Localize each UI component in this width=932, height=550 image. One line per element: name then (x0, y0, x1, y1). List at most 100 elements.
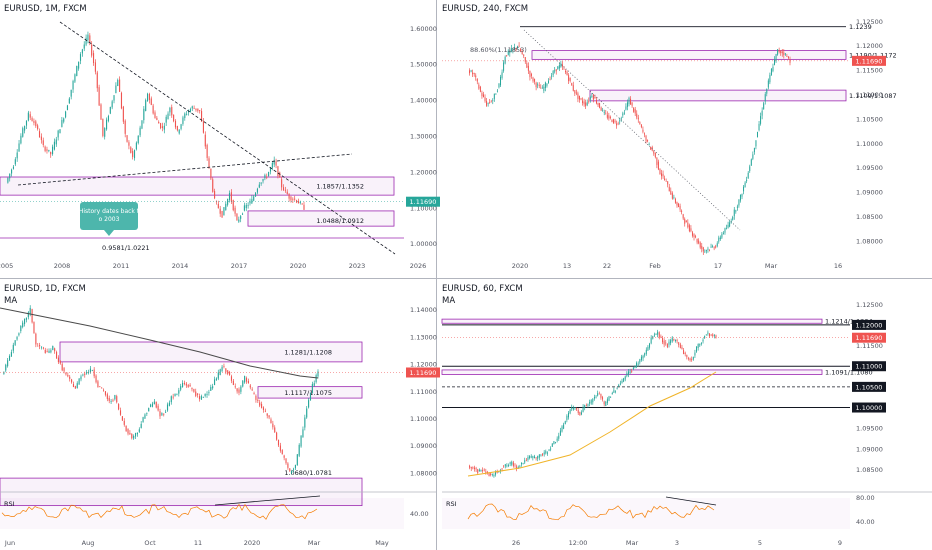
candle-body-2 (20, 326, 22, 332)
candle-body-3 (535, 457, 537, 459)
candle-body-1 (732, 217, 734, 220)
y-tick-label-3: 1.12500 (856, 301, 883, 309)
candle-body-1 (704, 250, 706, 252)
candle-body-0 (303, 204, 305, 210)
candle-body-2 (155, 401, 157, 408)
candle-body-0 (94, 62, 96, 72)
candle-body-1 (527, 65, 529, 71)
candle-body-1 (766, 88, 768, 94)
candle-body-3 (571, 407, 573, 410)
candle-body-3 (709, 333, 711, 337)
trendline-up-1 (17, 153, 353, 186)
candle-body-2 (76, 383, 78, 388)
candle-body-0 (201, 111, 203, 122)
candle-body-3 (470, 466, 472, 469)
candle-body-0 (133, 149, 136, 159)
candle-body-1 (772, 66, 774, 71)
zone-label-0-0: 1.1857/1.1352 (316, 183, 364, 191)
y-tick-label-3: 1.09000 (856, 445, 883, 453)
candle-body-2 (309, 392, 312, 401)
candle-body-0 (85, 37, 87, 45)
candle-body-3 (658, 332, 660, 338)
candle-body-3 (595, 396, 597, 398)
candle-body-3 (527, 457, 529, 460)
candle-body-2 (165, 411, 167, 413)
candle-body-0 (260, 182, 262, 184)
pane-divider-horizontal[interactable] (0, 278, 932, 279)
candle-body-1 (614, 120, 616, 122)
candle-body-1 (571, 83, 573, 86)
candle-body-1 (538, 85, 540, 86)
candle-body-0 (139, 127, 141, 136)
pane2-title: EURUSD, 240, FXCM (442, 4, 529, 14)
callout-pointer-1 (104, 230, 114, 236)
candle-body-1 (600, 107, 602, 111)
x-tick-label-3: 3 (675, 539, 679, 547)
candle-body-3 (657, 331, 659, 335)
candle-body-1 (611, 119, 613, 123)
candle-body-2 (8, 355, 11, 361)
candle-body-1 (500, 76, 502, 86)
pane-divider-vertical[interactable] (436, 0, 437, 550)
rsi-tick-2: 40.00 (410, 510, 429, 518)
x-tick-label-0: 2005 (0, 262, 13, 270)
y-tick-label-2: 1.14000 (410, 306, 437, 314)
candle-body-0 (156, 117, 158, 120)
candle-body-2 (255, 395, 257, 400)
candle-body-0 (141, 120, 143, 129)
candle-body-2 (103, 389, 105, 391)
x-tick-label-2: Aug (82, 539, 95, 547)
candle-body-1 (733, 209, 735, 217)
candle-body-1 (484, 97, 486, 102)
price-tag-1 (852, 55, 886, 66)
zone-box-2-0 (59, 341, 363, 363)
candle-body-1 (515, 48, 517, 49)
y-tick-label-1: 1.08500 (856, 213, 883, 221)
pane4-title: EURUSD, 60, FXCM (442, 284, 523, 294)
candle-body-1 (603, 111, 605, 113)
candle-body-0 (256, 188, 258, 193)
candle-body-2 (18, 333, 20, 336)
y-tick-label-0: 1.60000 (410, 25, 437, 33)
candle-body-0 (102, 118, 104, 136)
candle-body-3 (473, 467, 475, 469)
candle-body-0 (266, 176, 268, 178)
candle-body-0 (18, 143, 20, 152)
candle-body-3 (483, 469, 485, 471)
candle-body-0 (63, 118, 65, 122)
candle-body-2 (136, 432, 138, 435)
x-tick-label-1: 16 (834, 262, 842, 270)
candle-body-1 (739, 194, 741, 201)
candle-body-1 (592, 94, 594, 100)
candle-body-1 (548, 80, 549, 84)
zone-label-2-1: 1.1117/1.1075 (284, 389, 332, 397)
candle-body-0 (281, 179, 283, 188)
candle-body-1 (763, 103, 765, 110)
price-tag-label-1: 1.11690 (856, 57, 883, 65)
candle-body-2 (95, 375, 97, 383)
price-tag-3 (852, 332, 886, 343)
candle-body-1 (478, 84, 480, 89)
candle-body-2 (121, 416, 123, 421)
candle-body-3 (559, 430, 561, 436)
candle-body-1 (582, 100, 584, 103)
candle-body-0 (100, 104, 102, 120)
candle-body-1 (513, 47, 515, 49)
candle-body-1 (501, 72, 503, 78)
candle-body-1 (557, 66, 559, 70)
candle-body-1 (688, 225, 690, 232)
candle-body-1 (710, 246, 712, 248)
candle-body-1 (753, 147, 755, 153)
candle-body-0 (7, 177, 9, 183)
candle-body-1 (721, 233, 723, 238)
level-tag-3-0 (852, 319, 886, 330)
candle-body-2 (176, 393, 178, 395)
candle-body-1 (492, 99, 494, 101)
y-tick-label-1: 1.08000 (856, 237, 883, 245)
candle-body-3 (602, 397, 604, 400)
candle-body-2 (274, 427, 276, 433)
rsi-tick-3: 40.00 (856, 518, 875, 526)
candle-body-3 (619, 383, 621, 385)
price-tag-label-3: 1.11690 (856, 334, 883, 342)
